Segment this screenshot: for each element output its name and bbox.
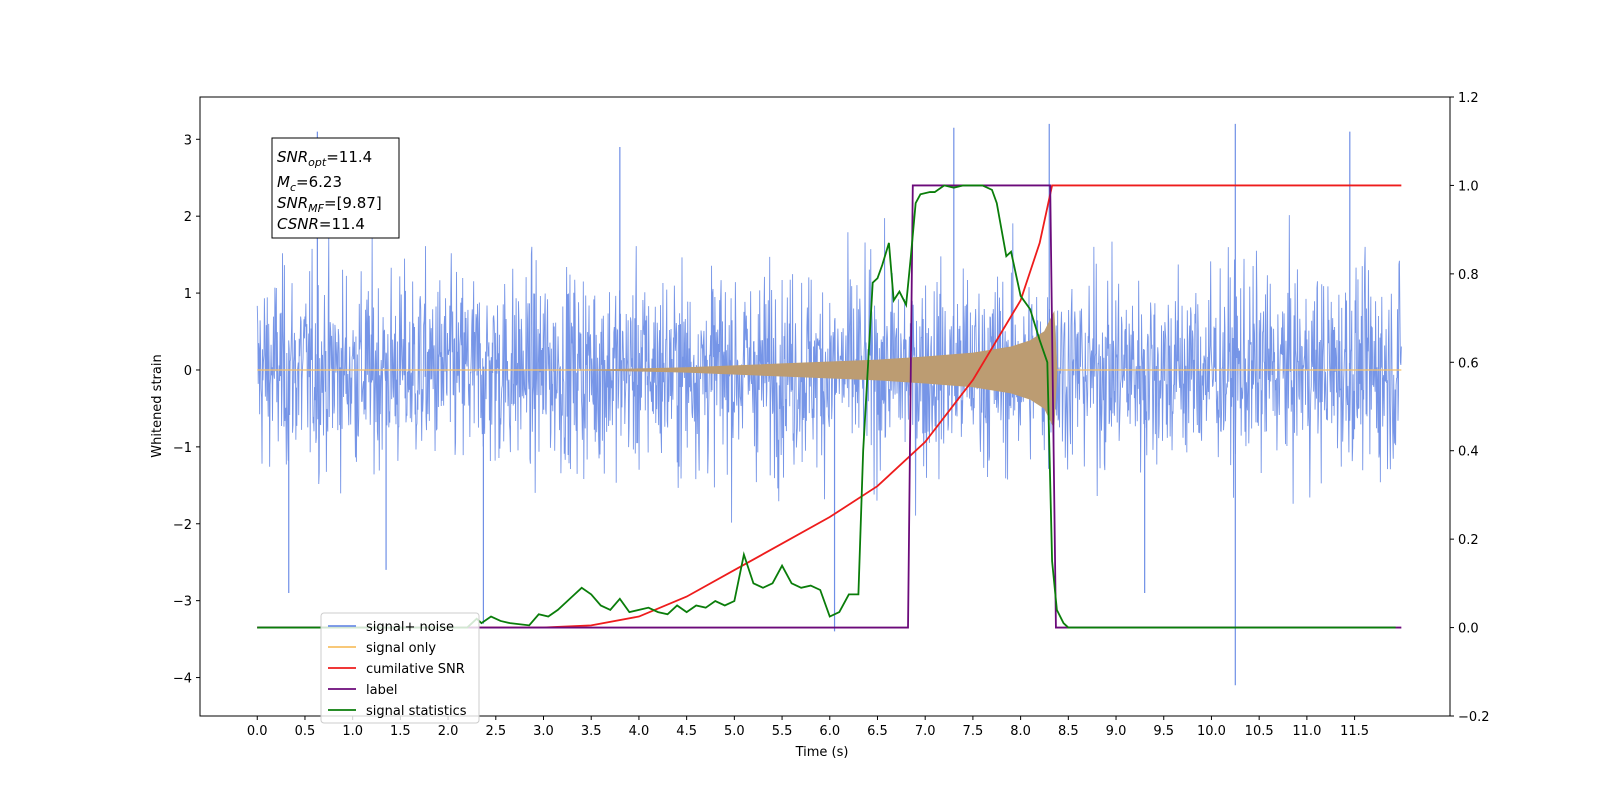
x-tick-label: 4.0 [629,724,650,739]
x-tick-label: 6.0 [819,724,840,739]
mc-subscript: c [290,181,296,194]
plot-area [256,123,1402,686]
x-tick-label: 5.0 [724,724,745,739]
y2-tick-label: 0.4 [1458,445,1479,460]
legend: signal+ noise signal only cumilative SNR la… [320,612,480,724]
y2-tick-label: 0.8 [1458,268,1479,283]
svg-text:Mc=6.23: Mc=6.23 [277,173,342,194]
x-tick-label: 11.5 [1340,724,1369,739]
mc-label: M [277,173,290,191]
overlay-lines [257,184,1402,629]
y-axis-label: Whitened strain [150,354,165,457]
x-tick-label: 6.5 [867,724,888,739]
snr-mf-label: SNR [277,194,308,212]
svg-text:SNRopt=11.4: SNRopt=11.4 [277,148,372,169]
x-tick-label: 0.5 [295,724,316,739]
legend-label: signal statistics [366,704,467,719]
x-tick-label: 5.5 [772,724,793,739]
x-axis-ticks: 0.0 0.5 1.0 1.5 2.0 2.5 3.0 3.5 4.0 4.5 5.0 5.5 6.0 6… [247,716,1369,739]
signal-only-envelope [591,310,1058,430]
y-tick-label: −4 [173,672,192,687]
x-tick-label: 3.5 [581,724,602,739]
x-tick-label: 1.0 [342,724,363,739]
y2-tick-label: 1.0 [1458,179,1479,194]
y-tick-label: −1 [173,441,192,456]
y-tick-label: 3 [184,133,192,148]
y2-axis-ticks: 1.2 1.0 0.8 0.6 0.4 0.2 0.0 −0.2 [1450,91,1490,725]
snr-mf-value: =[9.87] [324,194,382,212]
y2-tick-label: −0.2 [1458,710,1490,725]
annotation-box: SNRopt=11.4 Mc=6.23 SNRMF=[9.87] CSNR=11… [271,137,400,239]
legend-label: signal only [366,641,436,656]
y-tick-label: 2 [184,210,192,225]
signal-noise-series [256,123,1402,686]
y-tick-label: −3 [173,595,192,610]
csnr-value: =11.4 [319,215,365,233]
y2-tick-label: 1.2 [1458,91,1479,106]
signal-noise-line [256,215,1402,523]
x-tick-label: 11.0 [1292,724,1321,739]
legend-label: label [366,683,397,698]
x-tick-label: 3.0 [533,724,554,739]
x-axis-label: Time (s) [795,745,849,760]
y-tick-label: 0 [184,364,192,379]
csnr-label: CSNR [277,215,319,233]
x-tick-label: 9.0 [1106,724,1127,739]
signal-statistics-line [257,184,1396,629]
plot-frame [199,96,1451,717]
signal-only-series [257,310,1402,430]
y2-tick-label: 0.0 [1458,622,1479,637]
x-tick-label: 7.0 [915,724,936,739]
x-tick-label: 0.0 [247,724,268,739]
mc-value: =6.23 [296,173,342,191]
snr-opt-subscript: opt [308,156,327,169]
svg-text:SNRMF=[9.87]: SNRMF=[9.87] [277,194,382,215]
snr-mf-subscript: MF [308,202,324,215]
y-axis-ticks: 3 2 1 0 −1 −2 −3 −4 [173,133,200,687]
cumulative-snr-line [257,184,1402,629]
x-tick-label: 4.5 [676,724,697,739]
x-tick-label: 2.5 [485,724,506,739]
x-tick-label: 10.5 [1245,724,1274,739]
x-tick-label: 8.0 [1010,724,1031,739]
x-tick-label: 1.5 [390,724,411,739]
x-tick-label: 2.0 [438,724,459,739]
legend-label: cumilative SNR [366,662,465,677]
y-tick-label: 1 [184,287,192,302]
x-tick-label: 10.0 [1197,724,1226,739]
y-tick-label: −2 [173,518,192,533]
snr-opt-value: =11.4 [326,148,372,166]
x-tick-label: 7.5 [963,724,984,739]
x-tick-label: 8.5 [1058,724,1079,739]
y2-tick-label: 0.2 [1458,533,1479,548]
svg-text:CSNR=11.4: CSNR=11.4 [277,215,365,233]
y2-tick-label: 0.6 [1458,356,1479,371]
snr-opt-label: SNR [277,148,308,166]
x-tick-label: 9.5 [1153,724,1174,739]
legend-label: signal+ noise [366,620,454,635]
